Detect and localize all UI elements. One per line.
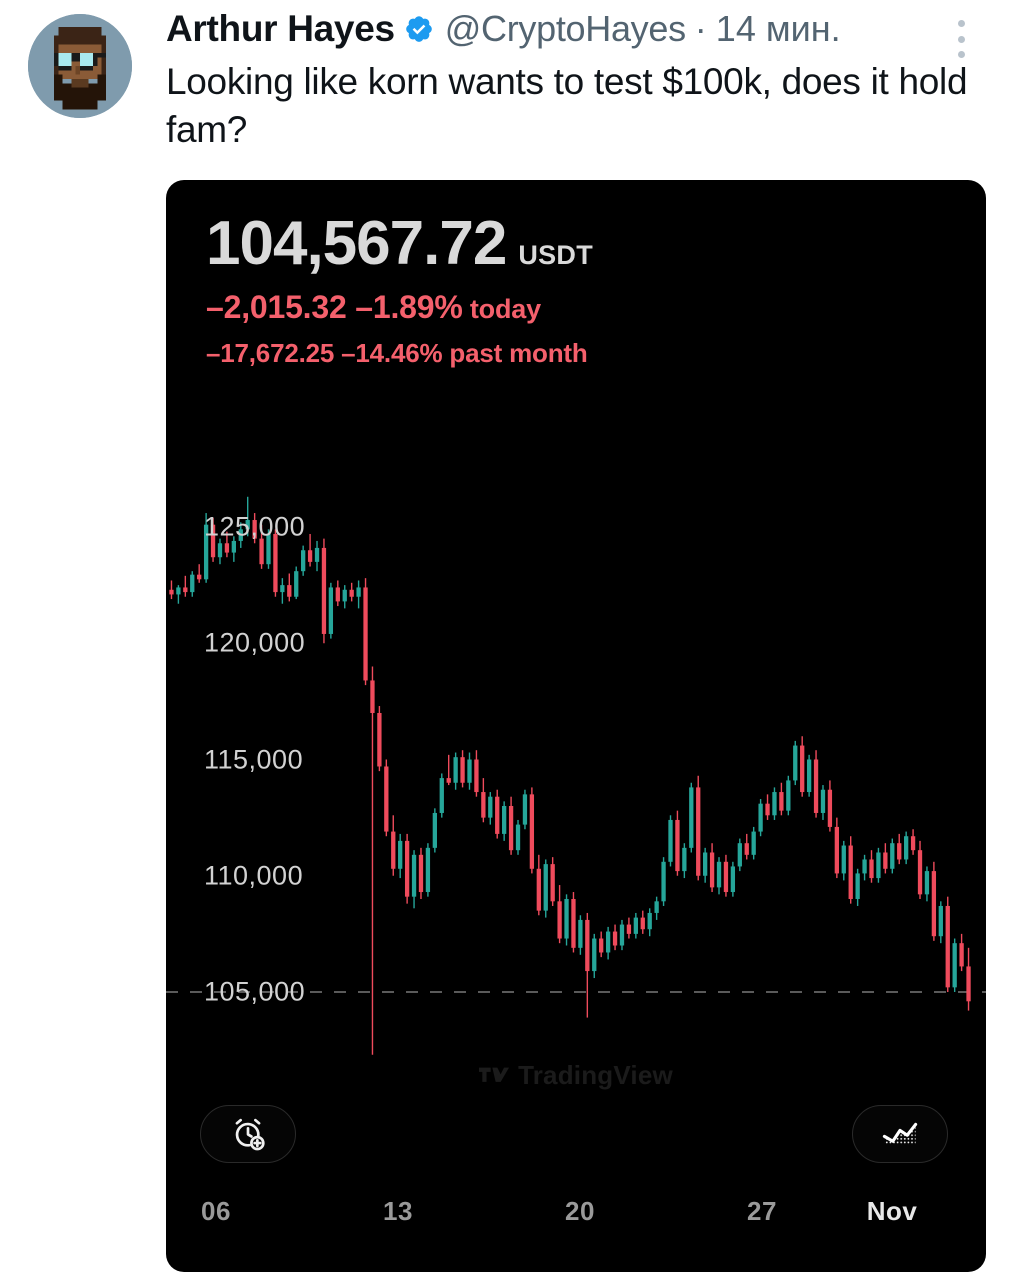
last-price: 104,567.72 xyxy=(206,209,507,278)
currency-label: USDT xyxy=(518,240,594,270)
x-axis-tick: 20 xyxy=(565,1196,595,1226)
x-axis-tick: 13 xyxy=(383,1196,413,1226)
change-today-value: –2,015.32 –1.89% xyxy=(206,289,463,325)
avatar[interactable] xyxy=(28,14,132,118)
meta-separator: · xyxy=(694,8,707,49)
trend-area-chart-icon xyxy=(882,1119,918,1149)
price-line: 104,567.72 USDT xyxy=(206,208,593,279)
more-vertical-icon[interactable] xyxy=(948,16,974,62)
tweet-text: Looking like korn wants to test $100k, d… xyxy=(166,61,968,151)
x-axis-labels: 06 13 20 27 Nov xyxy=(166,1196,986,1246)
add-alert-button[interactable] xyxy=(200,1105,296,1163)
dot xyxy=(957,35,965,43)
change-today-suffix: today xyxy=(462,294,541,324)
dot xyxy=(957,20,965,27)
timestamp[interactable]: 14 мин. xyxy=(715,8,841,49)
author-handle[interactable]: @CryptoHayes xyxy=(444,8,686,49)
display-name[interactable]: Arthur Hayes xyxy=(166,8,395,49)
price-chart-card[interactable]: 105,000 110,000 115,000 120,000 125,000 104,… xyxy=(166,180,986,1272)
dot xyxy=(957,51,965,58)
x-axis-tick: 27 xyxy=(747,1196,777,1226)
tradingview-logo-icon xyxy=(479,1065,510,1087)
change-today: –2,015.32 –1.89% today xyxy=(206,289,593,326)
x-axis-tick: Nov xyxy=(866,1196,918,1226)
tradingview-label: TradingView xyxy=(518,1060,673,1090)
author-row: Arthur Hayes @CryptoHayes · 14 мин. xyxy=(166,8,841,50)
chart-style-button[interactable] xyxy=(852,1105,948,1163)
alarm-plus-icon xyxy=(231,1117,265,1151)
tradingview-watermark: TradingView xyxy=(166,1060,986,1091)
x-axis-tick: 06 xyxy=(201,1196,231,1226)
verified-badge-icon xyxy=(404,14,434,44)
candlestick-plot xyxy=(166,180,986,1272)
quote-block: 104,567.72 USDT –2,015.32 –1.89% today –… xyxy=(206,208,593,369)
change-past-month: –17,672.25 –14.46% past month xyxy=(206,338,588,368)
